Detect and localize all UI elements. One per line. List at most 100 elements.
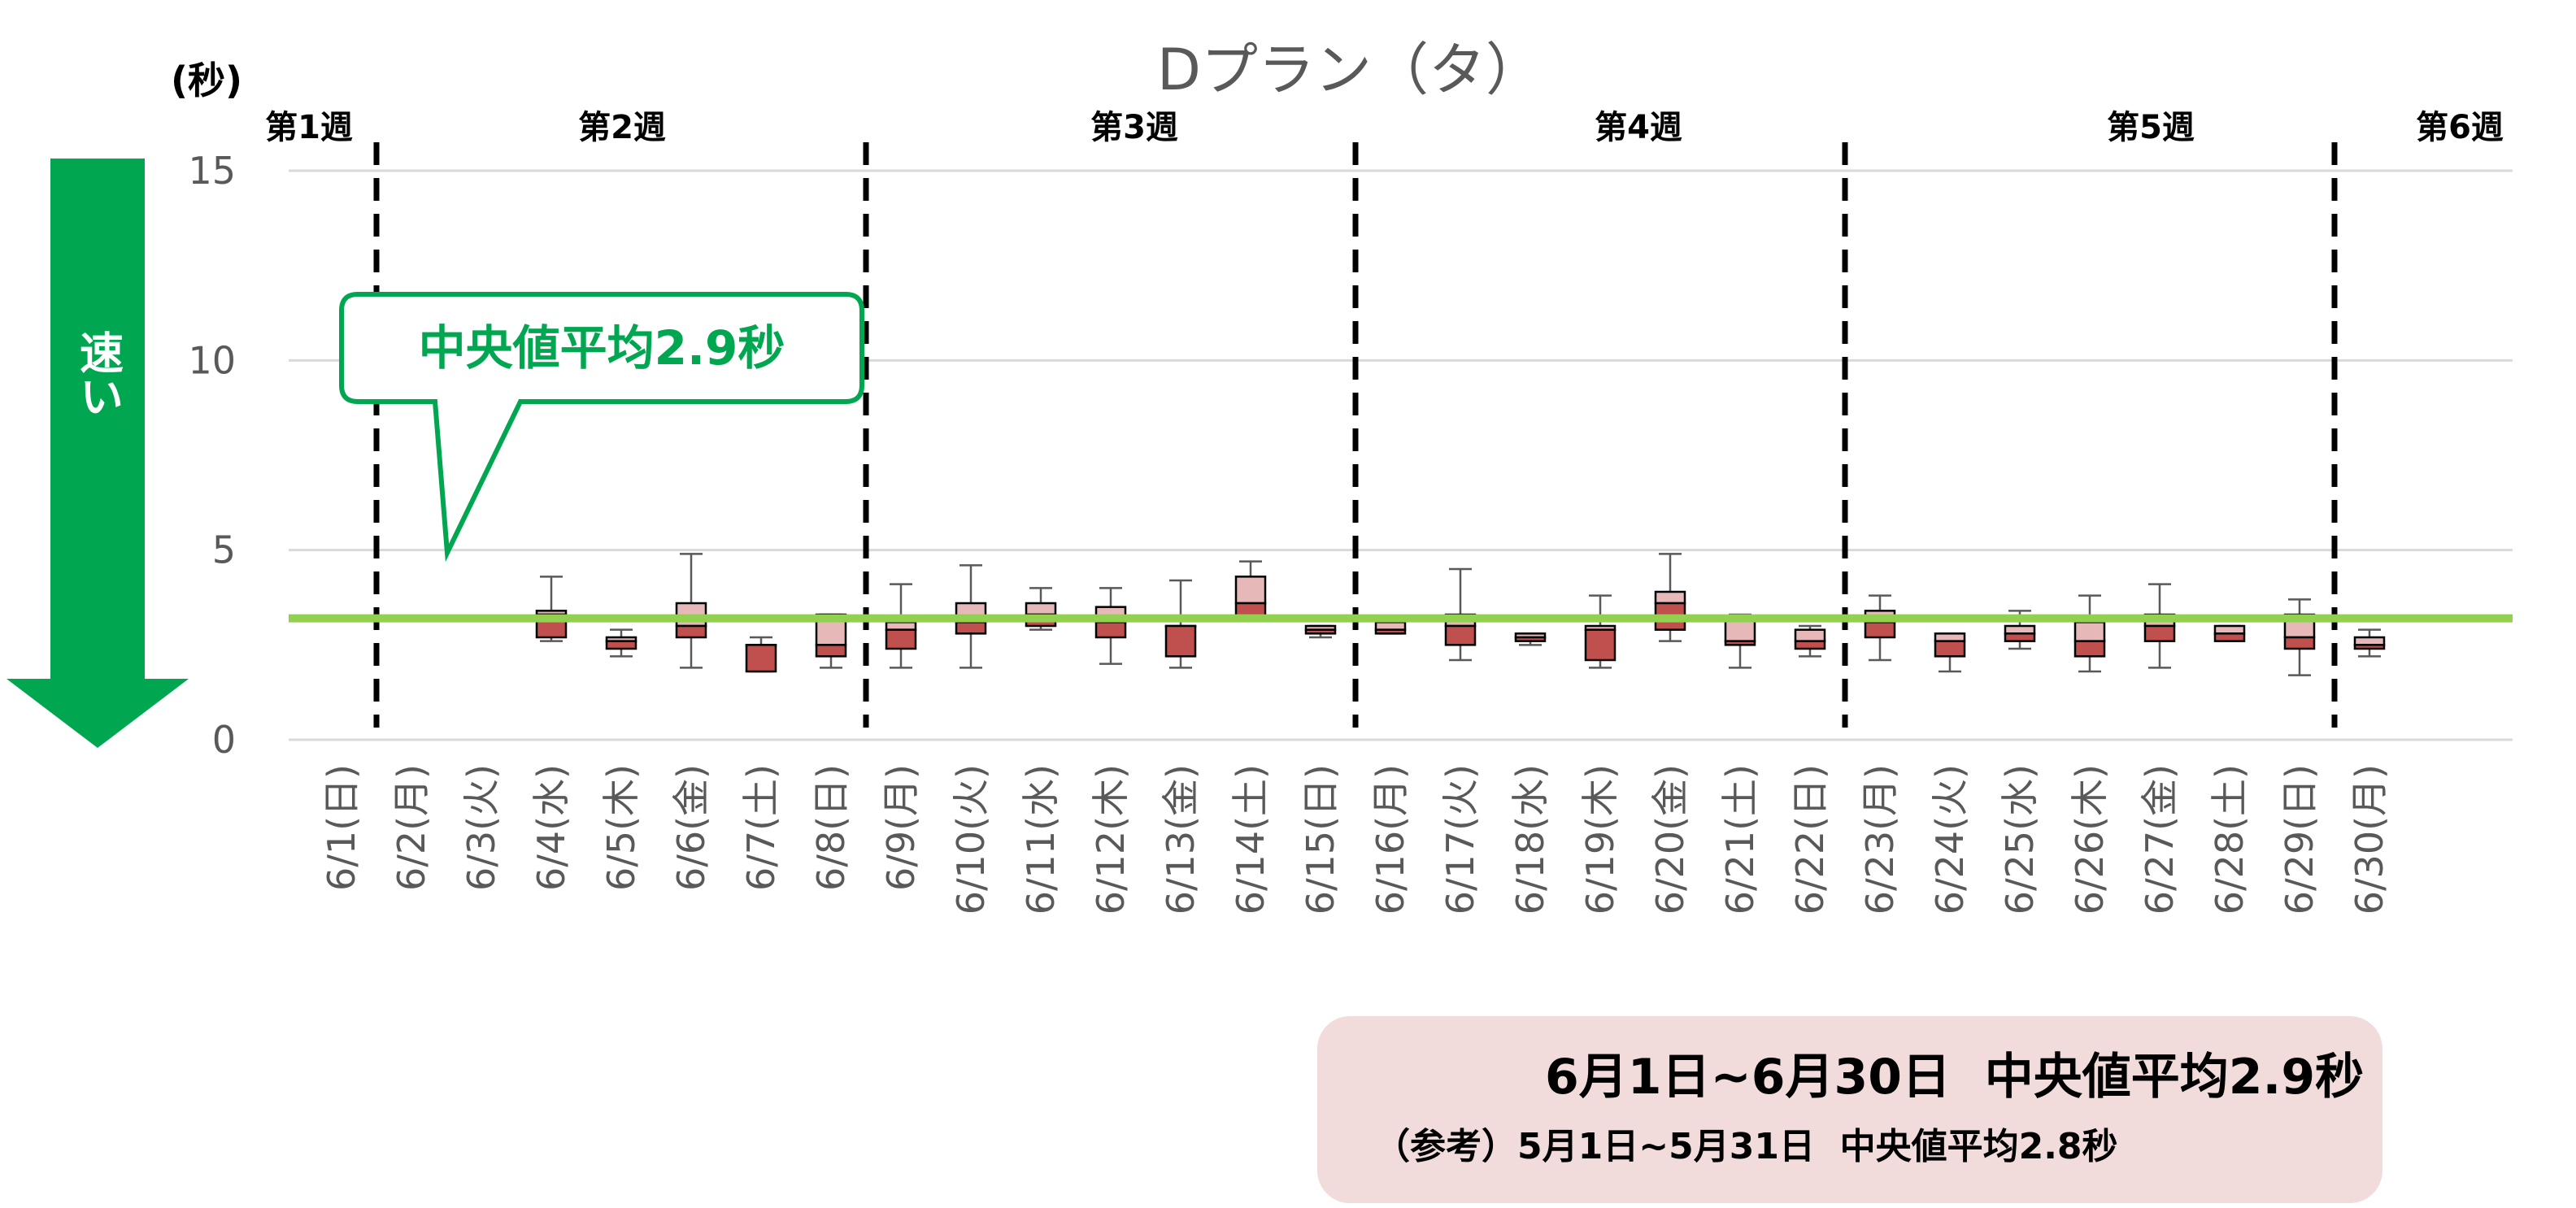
box-6/4(水) [535,576,568,642]
x-tick-label: 6/14(土) [1229,764,1273,915]
box-upper [885,621,917,631]
box-lower [1514,636,1547,642]
box-lower [955,621,987,635]
box-upper [2213,624,2246,635]
x-tick-label: 6/4(水) [529,764,573,891]
speed-arrow: 速い [7,159,189,748]
box-6/12(木) [1094,587,1127,665]
week-label: 第2週 [578,109,666,146]
box-lower [1934,640,1966,658]
y-tick-label: 10 [188,338,236,382]
summary-main: 6月1日~6月30日 中央値平均2.9秒 [1545,1049,2364,1106]
week-label: 第4週 [1595,109,1682,146]
x-tick-label: 6/29(日) [2278,764,2321,915]
x-tick-labels: 6/1(日) 6/2(月) 6/3(火) 6/4(水) 6/5(木) 6/6(金) 6/7(… [320,764,2391,915]
box-lower [885,628,917,650]
box-6/5(木) [605,628,637,658]
box-lower [1724,640,1756,646]
summary-reference: （参考）5月1日~5月31日 中央値平均2.8秒 [1374,1126,2118,1167]
box-6/23(月) [1864,594,1896,662]
box-lower [1164,624,1197,658]
box-lower [2283,636,2316,650]
callout-bubble [339,292,864,563]
box-6/19(木) [1584,594,1617,669]
week-label: 第1週 [265,109,353,146]
y-tick-label: 5 [212,528,236,572]
box-6/13(金) [1164,579,1197,669]
box-6/11(水) [1025,587,1057,631]
box-lower [2143,624,2176,642]
speed-label: 速い [72,330,124,418]
box-lower [2073,640,2106,658]
x-tick-label: 6/7(土) [739,764,783,891]
week-label: 第5週 [2107,109,2195,146]
week-dividers: 第1週 第2週 第3週 第4週 第5週 第6週 [265,109,2504,728]
box-lower [605,640,637,650]
x-tick-label: 6/9(月) [879,764,923,891]
box-6/30(月) [2353,628,2386,658]
box-lower [2353,644,2386,650]
x-tick-label: 6/15(日) [1299,764,1342,915]
box-6/25(水) [2004,610,2036,650]
box-6/20(金) [1654,553,1686,642]
box-lower [1584,628,1617,662]
box-6/7(土) [745,636,777,673]
median-callout: 中央値平均2.9秒 [339,292,864,563]
box-6/29(日) [2283,598,2316,676]
box-lower [1444,624,1477,646]
week-label: 第3週 [1090,109,1178,146]
box-6/14(土) [1234,560,1267,619]
box-6/18(水) [1514,632,1547,646]
box-6/6(金) [675,553,707,669]
x-tick-label: 6/28(土) [2208,764,2252,915]
y-tick-label: 0 [212,718,236,762]
x-tick-label: 6/6(金) [669,764,713,891]
x-tick-label: 6/10(火) [949,764,993,915]
callout-label: 中央値平均2.9秒 [419,320,785,376]
box-upper [1374,621,1407,631]
box-upper [2353,636,2386,646]
box-lower [815,644,847,658]
box-lower [1094,621,1127,639]
box-lower [1374,628,1407,635]
x-tick-label: 6/5(木) [599,764,643,891]
x-tick-label: 6/13(金) [1159,764,1203,915]
box-6/8(日) [815,613,847,669]
down-arrow-icon [7,159,189,748]
box-lower [1304,628,1337,635]
box-lower [2213,632,2246,642]
box-6/22(日) [1794,624,1826,658]
x-tick-label: 6/1(日) [320,764,363,891]
x-tick-label: 6/16(月) [1368,764,1412,915]
x-tick-label: 6/24(火) [1928,764,1972,915]
summary-background [1317,1016,2382,1203]
y-tick-label: 15 [188,149,236,193]
x-tick-label: 6/26(木) [2068,764,2112,915]
box-6/28(土) [2213,624,2246,642]
x-tick-label: 6/3(火) [459,764,503,891]
box-6/26(木) [2073,594,2106,673]
summary-panel: 6月1日~6月30日 中央値平均2.9秒 （参考）5月1日~5月31日 中央値平… [1317,1016,2382,1203]
x-tick-label: 6/17(火) [1438,764,1482,915]
box-upper [1234,576,1267,605]
box-lower [1864,621,1896,639]
x-tick-label: 6/2(月) [389,764,433,891]
box-6/24(火) [1934,632,1966,673]
box-upper [1934,632,1966,642]
y-tick-labels: 0 5 10 15 [188,149,236,762]
x-tick-label: 6/21(土) [1718,764,1762,915]
week-label: 第6週 [2416,109,2504,146]
box-upper [1794,628,1826,642]
box-6/16(月) [1374,621,1407,635]
x-tick-label: 6/8(日) [809,764,853,891]
box-upper [2004,624,2036,635]
box-upper [1025,602,1057,616]
x-tick-label: 6/27(金) [2138,764,2182,915]
box-lower [2004,632,2036,642]
x-tick-label: 6/30(月) [2348,764,2391,915]
y-axis-unit: (秒) [171,59,242,102]
x-tick-label: 6/22(日) [1788,764,1832,915]
x-tick-label: 6/18(水) [1508,764,1552,915]
box-6/9(月) [885,583,917,669]
